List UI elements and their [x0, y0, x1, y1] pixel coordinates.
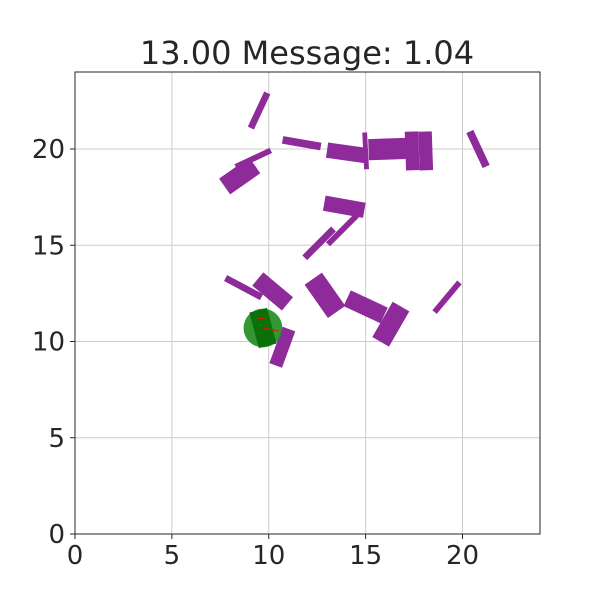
obstacle-bar: [247, 91, 271, 130]
x-tick-label: 5: [164, 541, 181, 571]
x-tick-label: 20: [446, 541, 479, 571]
obstacle-bar: [281, 136, 322, 151]
plot-frame: [74, 71, 541, 535]
y-tick-label: 5: [48, 424, 65, 454]
obstacle-bar: [219, 157, 261, 195]
obstacle-bar: [372, 301, 410, 347]
agent-layer: [243, 307, 283, 349]
obstacle-bar: [466, 129, 490, 169]
agent-heading: [262, 327, 279, 332]
chart-title: 13.00 Message: 1.04: [140, 34, 474, 72]
obstacle-layer: [219, 91, 490, 368]
obstacle-bar: [224, 275, 264, 301]
x-tick-label: 10: [252, 541, 285, 571]
x-tick-label: 15: [349, 541, 382, 571]
y-tick-label: 10: [32, 328, 65, 358]
obstacle-bar: [368, 137, 410, 161]
obstacle-bar: [432, 280, 462, 314]
obstacle-bar: [418, 131, 434, 171]
obstacle-bar: [304, 272, 346, 319]
obstacle-bar: [404, 131, 420, 171]
axis-ticks: 0 5 10 15 20 0 5 10 15 20: [32, 135, 479, 571]
obstacle-bar: [325, 142, 367, 164]
y-tick-label: 0: [48, 520, 65, 550]
obstacle-bar: [362, 132, 369, 170]
x-tick-label: 0: [67, 541, 84, 571]
obstacle-bar: [325, 213, 359, 247]
y-tick-label: 20: [32, 135, 65, 165]
obstacle-bar: [302, 226, 336, 261]
obstacle-bar: [269, 326, 296, 368]
y-tick-label: 15: [32, 231, 65, 261]
obstacle-bar: [322, 195, 366, 218]
obstacle-bar: [252, 272, 294, 311]
obstacle-bar: [343, 290, 388, 324]
